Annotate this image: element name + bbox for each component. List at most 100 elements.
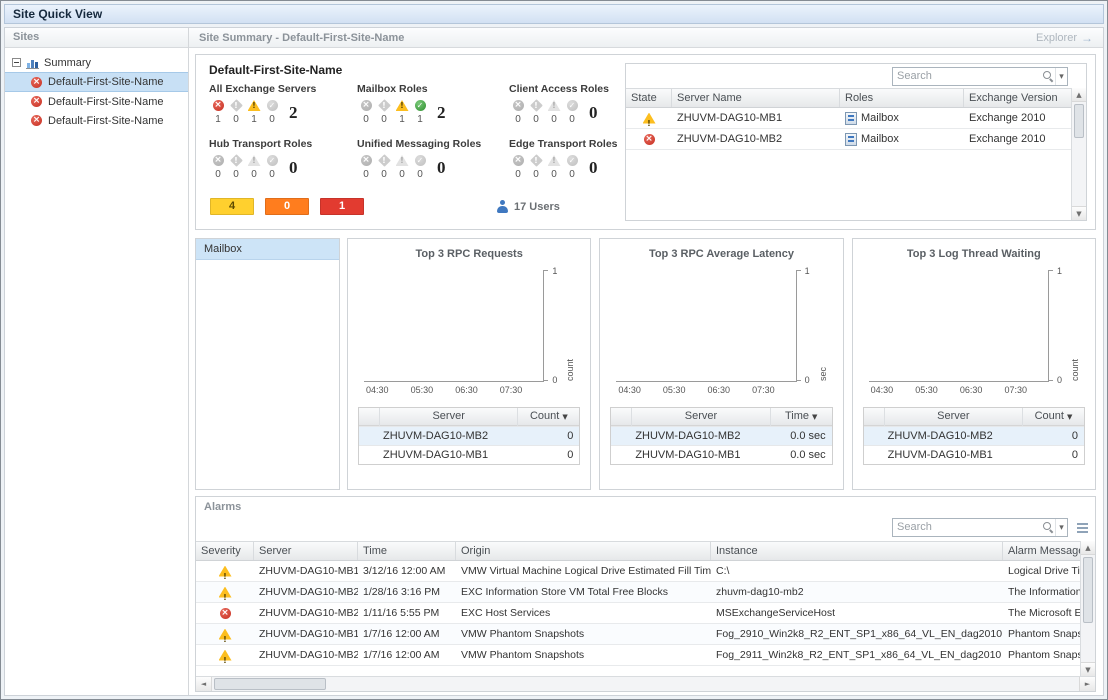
search-options-caret-icon[interactable]: ▾ (1055, 67, 1067, 85)
warning-icon (548, 99, 561, 112)
explorer-link[interactable]: Explorer → (1036, 31, 1093, 45)
scroll-left-icon[interactable]: ◄ (196, 677, 212, 691)
alarms-horizontal-scrollbar[interactable]: ◄ ► (196, 676, 1095, 691)
server-row-1[interactable]: ZHUVM-DAG10-MB2 Mailbox Exchange 2010 (626, 129, 1086, 150)
servers-search-input[interactable] (893, 70, 1042, 82)
scroll-thumb[interactable] (1083, 557, 1093, 623)
fatal-icon (512, 154, 525, 167)
legend-row-1[interactable]: ZHUVM-DAG10-MB1 0.0 sec (611, 445, 832, 464)
col-count[interactable]: Count ▼ (1021, 408, 1084, 426)
alarm-row-3[interactable]: ZHUVM-DAG10-MB1 1/7/16 12:00 AM VMW Phan… (196, 624, 1080, 645)
x-axis-labels: 04:30 05:30 06:30 07:30 (870, 385, 1027, 395)
search-icon[interactable] (1042, 521, 1055, 534)
group-all-exchange-servers: All Exchange Servers 1 0 1 0 2 (209, 83, 357, 125)
chart-card-rpc-requests: Top 3 RPC Requests 1 0 count 04:30 05:30 0… (347, 238, 592, 490)
col-severity[interactable]: Severity (196, 542, 254, 560)
role-list-panel: Mailbox (195, 238, 340, 490)
page-title-text: Site Quick View (13, 7, 103, 21)
chart-card-log-thread-waiting: Top 3 Log Thread Waiting 1 0 count 04:30… (851, 238, 1096, 490)
critical-count: 0 (381, 114, 387, 125)
scroll-right-icon[interactable]: ► (1079, 677, 1095, 691)
servers-vertical-scrollbar[interactable]: ▲ ▼ (1071, 88, 1086, 220)
alarms-search-input[interactable] (893, 521, 1042, 533)
state-icon (643, 133, 656, 146)
y-tick-max: 1 (1056, 266, 1062, 276)
tree-item-site-2[interactable]: Default-First-Site-Name (5, 111, 188, 130)
col-server[interactable]: Server (379, 408, 517, 426)
table-options-icon[interactable] (1076, 521, 1089, 533)
chart-title: Top 3 Log Thread Waiting (906, 248, 1041, 260)
charts-row: Top 3 RPC Requests 1 0 count 04:30 05:30 0… (347, 238, 1096, 490)
servers-table-panel: ▾ State Server Name Roles Exchange Versi… (625, 63, 1087, 221)
exchange-version: Exchange 2010 (969, 133, 1046, 145)
col-time[interactable]: Time ▼ (769, 408, 832, 426)
chart-card-rpc-latency: Top 3 RPC Average Latency 1 0 sec 04:30 0… (599, 238, 844, 490)
alarm-row-4[interactable]: ZHUVM-DAG10-MB2 1/7/16 12:00 AM VMW Phan… (196, 645, 1080, 666)
role-label: Mailbox (861, 112, 899, 124)
col-instance[interactable]: Instance (711, 542, 1003, 560)
legend-row-0[interactable]: ZHUVM-DAG10-MB2 0.0 sec (611, 426, 832, 445)
normal-icon (414, 99, 427, 112)
fatal-status-icon (30, 95, 43, 108)
group-title: Edge Transport Roles (509, 138, 618, 150)
col-server[interactable]: Server (254, 542, 358, 560)
sort-desc-icon: ▼ (1066, 413, 1073, 421)
alarms-header: Alarms (204, 501, 242, 513)
normal-count: 0 (569, 114, 575, 125)
server-row-0[interactable]: ZHUVM-DAG10-MB1 Mailbox Exchange 2010 (626, 108, 1086, 129)
normal-count: 0 (269, 169, 275, 180)
scroll-thumb[interactable] (214, 678, 326, 690)
warning-count: 1 (251, 114, 257, 125)
group-edge-transport-roles: Edge Transport Roles 0 0 0 0 0 (509, 138, 629, 180)
warning-icon (396, 154, 409, 167)
y-tick-min: 0 (804, 375, 810, 385)
tree-item-site-0[interactable]: Default-First-Site-Name (5, 72, 188, 92)
scroll-up-icon[interactable]: ▲ (1072, 88, 1086, 102)
critical-count: 0 (233, 169, 239, 180)
scroll-thumb[interactable] (1074, 104, 1084, 138)
scroll-down-icon[interactable]: ▼ (1081, 662, 1095, 676)
critical-count-badge[interactable]: 0 (265, 198, 309, 215)
col-exchange-version[interactable]: Exchange Version (969, 92, 1058, 104)
col-server[interactable]: Server (631, 408, 769, 426)
legend-row-1[interactable]: ZHUVM-DAG10-MB1 0 (863, 445, 1084, 464)
alarm-row-2[interactable]: ZHUVM-DAG10-MB2 1/11/16 5:55 PM EXC Host… (196, 603, 1080, 624)
normal-count: 1 (417, 114, 423, 125)
scroll-up-icon[interactable]: ▲ (1081, 541, 1095, 555)
normal-icon (566, 99, 579, 112)
alarm-row-0[interactable]: ZHUVM-DAG10-MB1 3/12/16 12:00 AM VMW Vir… (196, 561, 1080, 582)
col-origin[interactable]: Origin (456, 542, 711, 560)
role-list-item-mailbox[interactable]: Mailbox (196, 239, 339, 260)
fatal-icon (360, 99, 373, 112)
col-time[interactable]: Time (358, 542, 456, 560)
col-server[interactable]: Server (883, 408, 1022, 426)
search-options-caret-icon[interactable]: ▾ (1055, 518, 1067, 536)
fatal-icon (360, 154, 373, 167)
alarms-vertical-scrollbar[interactable]: ▲ ▼ (1080, 541, 1095, 676)
tree-item-site-1[interactable]: Default-First-Site-Name (5, 92, 188, 111)
legend-row-0[interactable]: ZHUVM-DAG10-MB2 0 (359, 426, 580, 445)
y-tick-max: 1 (552, 266, 558, 276)
col-state[interactable]: State (626, 89, 672, 107)
explorer-arrow-icon: → (1081, 30, 1093, 45)
group-total: 0 (589, 158, 598, 177)
legend-row-1[interactable]: ZHUVM-DAG10-MB1 0 (359, 445, 580, 464)
col-roles[interactable]: Roles (840, 89, 964, 107)
group-total: 0 (289, 158, 298, 177)
collapse-icon[interactable] (12, 58, 21, 67)
col-count[interactable]: Count ▼ (517, 408, 579, 426)
col-server-name[interactable]: Server Name (672, 89, 840, 107)
x-axis-labels: 04:30 05:30 06:30 07:30 (366, 385, 523, 395)
legend-row-0[interactable]: ZHUVM-DAG10-MB2 0 (863, 426, 1084, 445)
tree-item-summary[interactable]: Summary (5, 53, 188, 72)
servers-search-box: ▾ (892, 66, 1068, 86)
fatal-count-badge[interactable]: 1 (320, 198, 364, 215)
scroll-down-icon[interactable]: ▼ (1072, 206, 1086, 220)
search-icon[interactable] (1042, 70, 1055, 83)
alarm-row-1[interactable]: ZHUVM-DAG10-MB2 1/28/16 3:16 PM EXC Info… (196, 582, 1080, 603)
col-alarm-message[interactable]: Alarm Message (1008, 545, 1080, 557)
warning-count-badge[interactable]: 4 (210, 198, 254, 215)
y-tick-min: 0 (552, 375, 558, 385)
group-mailbox-roles: Mailbox Roles 0 0 1 1 2 (357, 83, 509, 125)
